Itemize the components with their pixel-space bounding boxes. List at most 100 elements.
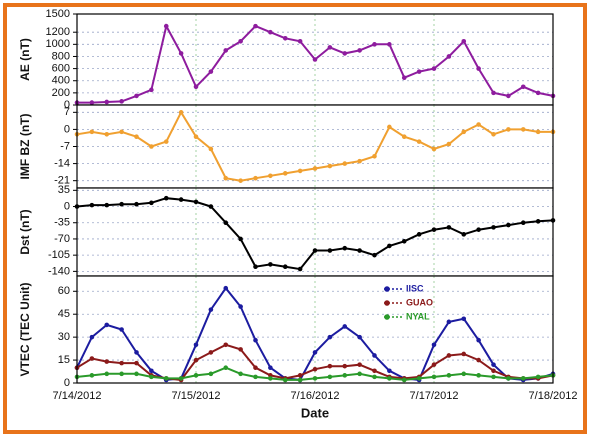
- y-tick-label: -21: [54, 175, 70, 187]
- data-point: [342, 161, 348, 166]
- y-tick-label: 1200: [46, 26, 70, 38]
- data-point: [431, 362, 437, 367]
- data-point: [178, 51, 184, 56]
- x-tick-label: 7/16/2012: [291, 390, 340, 402]
- data-point: [89, 373, 95, 378]
- data-point: [178, 197, 184, 202]
- data-point: [461, 351, 467, 357]
- data-point: [401, 75, 407, 80]
- data-point: [223, 220, 229, 226]
- data-point: [491, 362, 496, 367]
- data-point: [416, 376, 422, 381]
- data-point: [149, 144, 154, 149]
- data-point: [163, 139, 169, 144]
- data-point: [357, 248, 362, 253]
- data-point: [193, 84, 199, 90]
- data-point: [253, 365, 258, 371]
- data-point: [104, 371, 110, 377]
- data-point: [282, 377, 288, 383]
- data-point: [431, 66, 437, 71]
- data-point: [491, 131, 496, 137]
- legend-label: IISC: [406, 283, 424, 293]
- data-point: [357, 371, 362, 377]
- y-tick-label: -14: [54, 157, 70, 169]
- data-point: [476, 337, 481, 343]
- data-point: [268, 262, 273, 267]
- data-point: [372, 353, 377, 358]
- data-point: [312, 166, 318, 171]
- data-point: [253, 23, 258, 29]
- data-point: [387, 368, 392, 374]
- data-point: [104, 202, 110, 208]
- data-point: [491, 368, 496, 374]
- data-point: [208, 204, 214, 209]
- data-point: [238, 347, 243, 352]
- data-point: [312, 376, 318, 381]
- data-point: [372, 153, 377, 159]
- data-point: [282, 264, 288, 270]
- data-point: [446, 225, 452, 230]
- data-point: [104, 359, 110, 364]
- data-point: [253, 264, 258, 270]
- data-point: [535, 374, 541, 380]
- data-point: [119, 99, 124, 104]
- data-point: [342, 373, 348, 378]
- data-point: [327, 163, 333, 169]
- data-point: [312, 350, 318, 355]
- data-point: [104, 99, 110, 105]
- y-tick-label: 0: [64, 200, 70, 212]
- plot-area: [77, 276, 553, 383]
- data-point: [134, 201, 139, 207]
- data-point: [446, 319, 452, 325]
- y-tick-label: 45: [58, 308, 70, 320]
- data-point: [238, 371, 243, 377]
- data-point: [163, 376, 169, 381]
- data-point: [416, 232, 422, 237]
- data-point: [223, 48, 229, 53]
- y-tick-label: 400: [52, 75, 70, 87]
- data-point: [446, 353, 452, 358]
- data-point: [491, 225, 496, 230]
- data-point: [178, 376, 184, 381]
- data-point: [327, 45, 333, 50]
- data-point: [476, 66, 481, 71]
- y-tick-label: -35: [54, 217, 70, 229]
- data-point: [193, 134, 199, 140]
- y-axis-label: Dst (nT): [18, 209, 32, 254]
- data-point: [149, 374, 154, 380]
- data-point: [446, 54, 452, 59]
- data-point: [357, 158, 362, 164]
- legend-marker: [384, 286, 390, 292]
- y-tick-label: -7: [60, 140, 70, 152]
- y-axis-label: IMF BZ (nT): [18, 114, 32, 180]
- data-point: [163, 195, 169, 201]
- data-point: [476, 373, 481, 378]
- data-point: [268, 376, 273, 381]
- data-point: [535, 219, 541, 224]
- data-point: [342, 324, 348, 329]
- data-point: [431, 374, 437, 380]
- data-point: [297, 377, 303, 383]
- data-point: [253, 175, 258, 181]
- data-point: [461, 232, 467, 237]
- data-point: [104, 322, 110, 328]
- data-point: [476, 357, 481, 363]
- data-point: [297, 39, 303, 44]
- x-tick-label: 7/15/2012: [172, 390, 221, 402]
- data-point: [520, 127, 526, 132]
- data-point: [223, 285, 229, 291]
- data-point: [178, 110, 184, 115]
- data-point: [193, 199, 199, 205]
- data-point: [372, 252, 377, 258]
- data-point: [401, 134, 407, 140]
- data-point: [372, 374, 377, 380]
- x-tick-label: 7/14/2012: [53, 390, 102, 402]
- data-point: [431, 146, 437, 152]
- data-point: [431, 227, 437, 232]
- data-point: [387, 376, 392, 381]
- y-tick-label: 200: [52, 87, 70, 99]
- data-point: [535, 90, 541, 96]
- data-point: [357, 48, 362, 53]
- data-point: [372, 42, 377, 47]
